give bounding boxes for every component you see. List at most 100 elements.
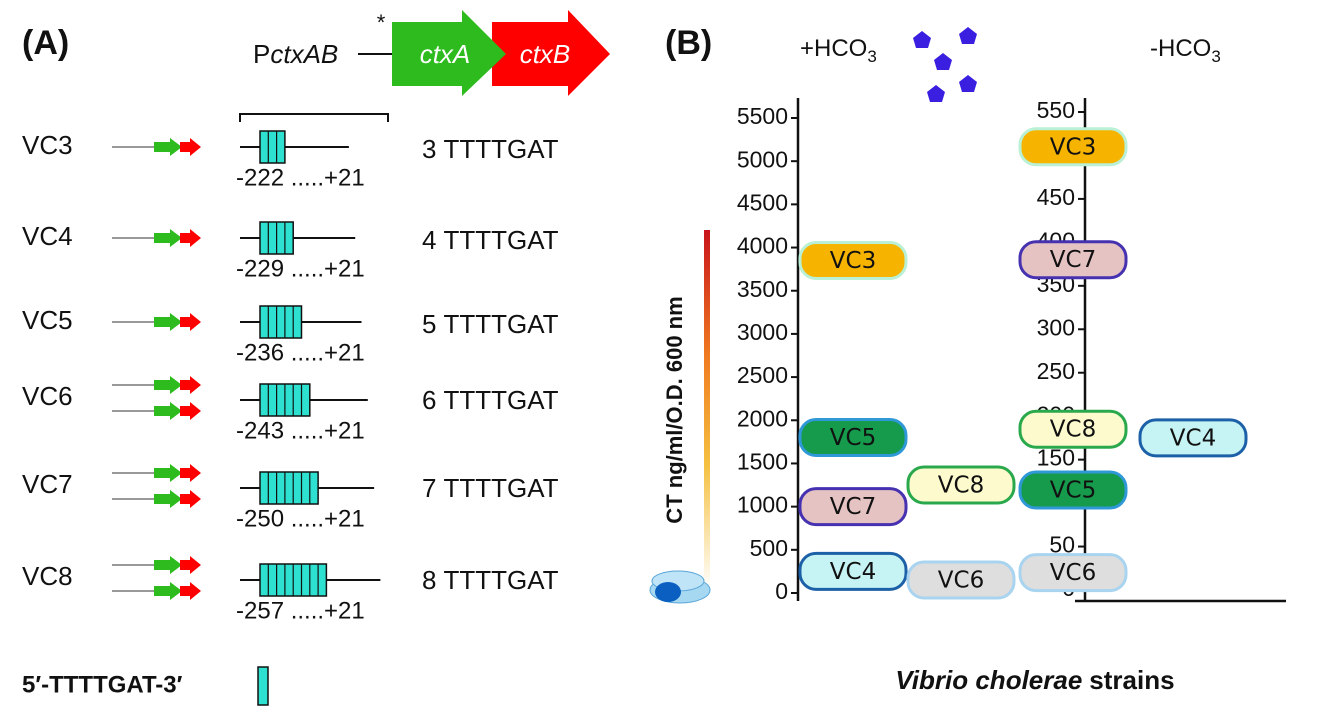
gene-b-arrow <box>180 490 201 508</box>
strain-pill-label: VC5 <box>830 425 876 451</box>
y-tick-label: 2000 <box>737 405 788 431</box>
y-tick-label: 0 <box>775 578 788 604</box>
strain-pill <box>1018 553 1128 593</box>
repeat-count-label: 5 TTTTGAT <box>422 309 559 339</box>
repeat-box <box>259 130 286 164</box>
strain-pill <box>1018 470 1128 510</box>
strain-pill-label: VC6 <box>938 568 984 594</box>
strain-pill <box>798 418 908 458</box>
gene-b-arrow <box>180 138 201 156</box>
color-bar <box>704 230 710 590</box>
motif: TTTTGAT <box>443 309 558 339</box>
title-main: -HCO <box>1150 35 1211 62</box>
y-tick-label: 4500 <box>737 189 788 215</box>
repeat-count-label: 6 TTTTGAT <box>422 385 559 415</box>
operon-copy <box>112 229 201 247</box>
operon-copy <box>112 402 201 420</box>
panel-label: (A) <box>22 24 69 62</box>
title-main: +HCO <box>800 35 867 62</box>
strain-label: VC8 <box>22 561 73 591</box>
strain-label: VC7 <box>22 469 73 499</box>
strain-pill-label: VC6 <box>1050 560 1096 586</box>
strain-pill <box>1018 409 1128 449</box>
chart-title: +HCO3 <box>800 35 877 66</box>
y-axis-label: CT ng/ml/O.D. 600 nm <box>662 296 687 523</box>
y-tick-label: 3500 <box>737 276 788 302</box>
bacterium-icon <box>649 570 711 604</box>
repeat-box <box>259 471 319 505</box>
operon-copy <box>112 556 201 574</box>
repeat-count-label: 7 TTTTGAT <box>422 473 559 503</box>
strain-pill <box>798 551 908 591</box>
gene-b-arrow <box>180 582 201 600</box>
strain-pill <box>1018 240 1128 280</box>
x-label-italic: Vibrio cholerae <box>895 665 1082 695</box>
strain-label: VC6 <box>22 381 73 411</box>
strain-pill-label: VC8 <box>1050 417 1096 443</box>
strain-label: VC3 <box>22 130 73 160</box>
gene-a-arrow <box>154 402 182 420</box>
gene-b-arrow <box>180 556 201 574</box>
asterisk: * <box>377 10 386 35</box>
gene-a-arrow <box>154 229 182 247</box>
panel-label: (B) <box>665 24 712 62</box>
title-sub: 3 <box>1211 47 1220 66</box>
repeat-count-label: 8 TTTTGAT <box>422 565 559 595</box>
bracket <box>239 113 389 122</box>
motif: TTTTGAT <box>443 134 558 164</box>
strain-label: VC4 <box>22 221 73 251</box>
strain-pill-label: VC4 <box>1170 425 1216 451</box>
position-range: -229 .....+21 <box>236 255 365 282</box>
repeat-box <box>259 305 303 339</box>
chart-title: -HCO3 <box>1150 35 1221 66</box>
y-tick-label: 300 <box>1037 314 1075 340</box>
strain-pill <box>1138 418 1248 458</box>
operon-copy <box>112 464 201 482</box>
gene-a-arrow <box>392 10 506 96</box>
strain-pill <box>798 241 908 280</box>
y-tick-label: 250 <box>1037 358 1075 384</box>
promoter-prefix: P <box>253 39 270 69</box>
strain-pill-label: VC8 <box>938 473 984 499</box>
operon-copy <box>112 582 201 600</box>
y-tick-label: 500 <box>750 535 788 561</box>
gene-b-arrow <box>180 376 201 394</box>
strain-pill <box>798 487 908 527</box>
promoter-gene: ctxAB <box>270 39 338 69</box>
gene-b-arrow <box>180 464 201 482</box>
y-tick-label: 550 <box>1037 97 1075 123</box>
repeat-count: 5 <box>422 309 436 339</box>
gene-a: ctxA <box>420 39 471 69</box>
motif: TTTTGAT <box>443 385 558 415</box>
motif: TTTTGAT <box>443 473 558 503</box>
y-tick-label: 1000 <box>737 492 788 518</box>
gene-a-arrow <box>154 556 182 574</box>
promoter: PctxAB <box>253 39 338 69</box>
y-tick-label: 150 <box>1037 445 1075 471</box>
y-tick-label: 1500 <box>737 449 788 475</box>
gene-a-arrow <box>154 313 182 331</box>
repeat-count: 3 <box>422 134 436 164</box>
repeat-count: 4 <box>422 225 436 255</box>
y-tick-label: 3000 <box>737 319 788 345</box>
position-range: -250 .....+21 <box>236 505 365 532</box>
gene-b-arrow <box>492 10 610 96</box>
x-axis-label: Vibrio cholerae strains <box>895 665 1174 695</box>
title-sub: 3 <box>867 47 876 66</box>
repeat-count: 6 <box>422 385 436 415</box>
y-tick-label: 4000 <box>737 233 788 259</box>
y-tick-label: 5000 <box>737 146 788 172</box>
bicarbonate-icons <box>913 27 977 102</box>
repeat-count: 8 <box>422 565 436 595</box>
position-range: -222 .....+21 <box>236 164 365 191</box>
y-tick-label: 450 <box>1037 184 1075 210</box>
position-range: -243 .....+21 <box>236 417 365 444</box>
gene-a-arrow <box>154 490 182 508</box>
strain-label: VC5 <box>22 305 73 335</box>
position-range: -236 .....+21 <box>236 339 365 366</box>
gene-b-arrow <box>180 313 201 331</box>
repeat-count: 7 <box>422 473 436 503</box>
y-tick-label: 5500 <box>737 103 788 129</box>
strain-pill <box>906 465 1016 505</box>
